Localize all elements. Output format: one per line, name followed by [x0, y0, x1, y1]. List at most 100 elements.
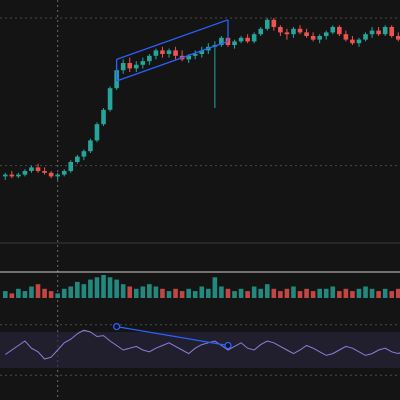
rsi-indicator[interactable]	[0, 324, 400, 376]
candle-body[interactable]	[297, 28, 303, 33]
trend-drawings[interactable]	[112, 19, 232, 350]
volume-bar[interactable]	[232, 291, 237, 298]
candle-body[interactable]	[330, 27, 336, 33]
candle-body[interactable]	[350, 39, 355, 44]
volume-bar[interactable]	[140, 286, 146, 299]
volume-bar[interactable]	[199, 286, 205, 299]
candle-body[interactable]	[94, 124, 100, 141]
candle-body[interactable]	[337, 27, 342, 35]
candle-body[interactable]	[107, 88, 113, 110]
candle-body[interactable]	[238, 37, 244, 42]
volume-bar[interactable]	[101, 275, 106, 298]
volume-bar[interactable]	[258, 288, 264, 298]
candle-body[interactable]	[199, 50, 205, 54]
volume-bar[interactable]	[166, 291, 172, 298]
candle-body[interactable]	[9, 174, 15, 177]
candle-body[interactable]	[382, 27, 388, 35]
candle-body[interactable]	[323, 32, 329, 36]
candle-body[interactable]	[219, 37, 224, 45]
candle-body[interactable]	[29, 167, 34, 171]
candle-body[interactable]	[278, 27, 283, 33]
candle-body[interactable]	[304, 32, 309, 36]
volume-bar[interactable]	[133, 288, 139, 298]
candle-body[interactable]	[192, 54, 198, 56]
candle-body[interactable]	[61, 171, 67, 175]
volume-bar[interactable]	[356, 288, 362, 298]
volume-bar[interactable]	[42, 288, 47, 298]
candle-body[interactable]	[22, 171, 28, 175]
price-candles[interactable]	[2, 18, 400, 180]
candle-body[interactable]	[232, 41, 237, 45]
volume-bar[interactable]	[337, 291, 342, 298]
volume-bar[interactable]	[153, 286, 159, 299]
volume-bar[interactable]	[16, 288, 21, 298]
candle-body[interactable]	[310, 36, 316, 40]
volume-bar[interactable]	[284, 288, 290, 298]
volume-bar[interactable]	[127, 286, 133, 299]
volume-bar[interactable]	[186, 288, 191, 298]
candle-body[interactable]	[186, 55, 191, 60]
candle-body[interactable]	[42, 171, 47, 173]
candle-body[interactable]	[140, 61, 146, 65]
volume-bar[interactable]	[376, 291, 381, 298]
volume-bar[interactable]	[29, 286, 34, 299]
volume-bar[interactable]	[22, 291, 28, 298]
volume-bar[interactable]	[389, 291, 395, 298]
candle-body[interactable]	[48, 172, 54, 177]
volume-bar[interactable]	[107, 277, 113, 298]
volume-bar[interactable]	[245, 291, 250, 298]
volume-bar[interactable]	[297, 291, 303, 298]
candle-body[interactable]	[363, 34, 368, 40]
rsi-divergence-handle-end[interactable]	[224, 341, 232, 350]
candle-body[interactable]	[55, 174, 60, 177]
candle-body[interactable]	[16, 174, 21, 177]
volume-bar[interactable]	[94, 277, 100, 298]
volume-bar[interactable]	[343, 288, 349, 298]
volume-bar[interactable]	[9, 293, 15, 298]
volume-bar[interactable]	[75, 281, 80, 298]
candle-body[interactable]	[68, 162, 74, 171]
volume-bar[interactable]	[264, 284, 270, 298]
rsi-divergence-handle-start[interactable]	[112, 322, 121, 331]
channel-upper-line[interactable]	[116, 19, 229, 61]
volume-bar[interactable]	[251, 286, 257, 299]
candle-body[interactable]	[376, 30, 381, 35]
volume-bar[interactable]	[304, 288, 309, 298]
candle-body[interactable]	[88, 140, 93, 152]
volume-bar[interactable]	[173, 288, 178, 298]
volume-bar[interactable]	[369, 288, 375, 298]
candle-body[interactable]	[395, 36, 400, 40]
volume-bar[interactable]	[395, 288, 400, 298]
volume-bar[interactable]	[81, 284, 87, 298]
candle-body[interactable]	[284, 32, 290, 35]
candle-body[interactable]	[153, 50, 159, 56]
volume-bar[interactable]	[363, 286, 368, 299]
volume-bar[interactable]	[179, 291, 185, 298]
candle-body[interactable]	[264, 19, 270, 29]
volume-bar[interactable]	[147, 284, 152, 298]
candle-body[interactable]	[147, 55, 152, 62]
volume-bars[interactable]	[2, 275, 400, 299]
volume-bar[interactable]	[55, 293, 60, 298]
volume-bar[interactable]	[330, 286, 336, 299]
volume-bar[interactable]	[310, 291, 316, 298]
candle-body[interactable]	[127, 63, 133, 69]
volume-bar[interactable]	[160, 288, 165, 298]
candle-body[interactable]	[35, 167, 41, 171]
candle-body[interactable]	[356, 39, 362, 44]
candle-body[interactable]	[173, 50, 178, 56]
volume-bar[interactable]	[114, 279, 119, 298]
volume-bar[interactable]	[212, 277, 218, 298]
rsi-line[interactable]	[4, 329, 400, 360]
volume-bar[interactable]	[278, 291, 283, 298]
volume-bar[interactable]	[323, 288, 329, 298]
volume-bar[interactable]	[120, 284, 126, 298]
candle-body[interactable]	[166, 50, 172, 54]
candle-body[interactable]	[120, 63, 126, 71]
candle-body[interactable]	[389, 27, 395, 36]
volume-bar[interactable]	[2, 291, 8, 298]
candle-body[interactable]	[2, 174, 8, 177]
candle-body[interactable]	[133, 64, 139, 69]
candle-body[interactable]	[258, 28, 264, 35]
